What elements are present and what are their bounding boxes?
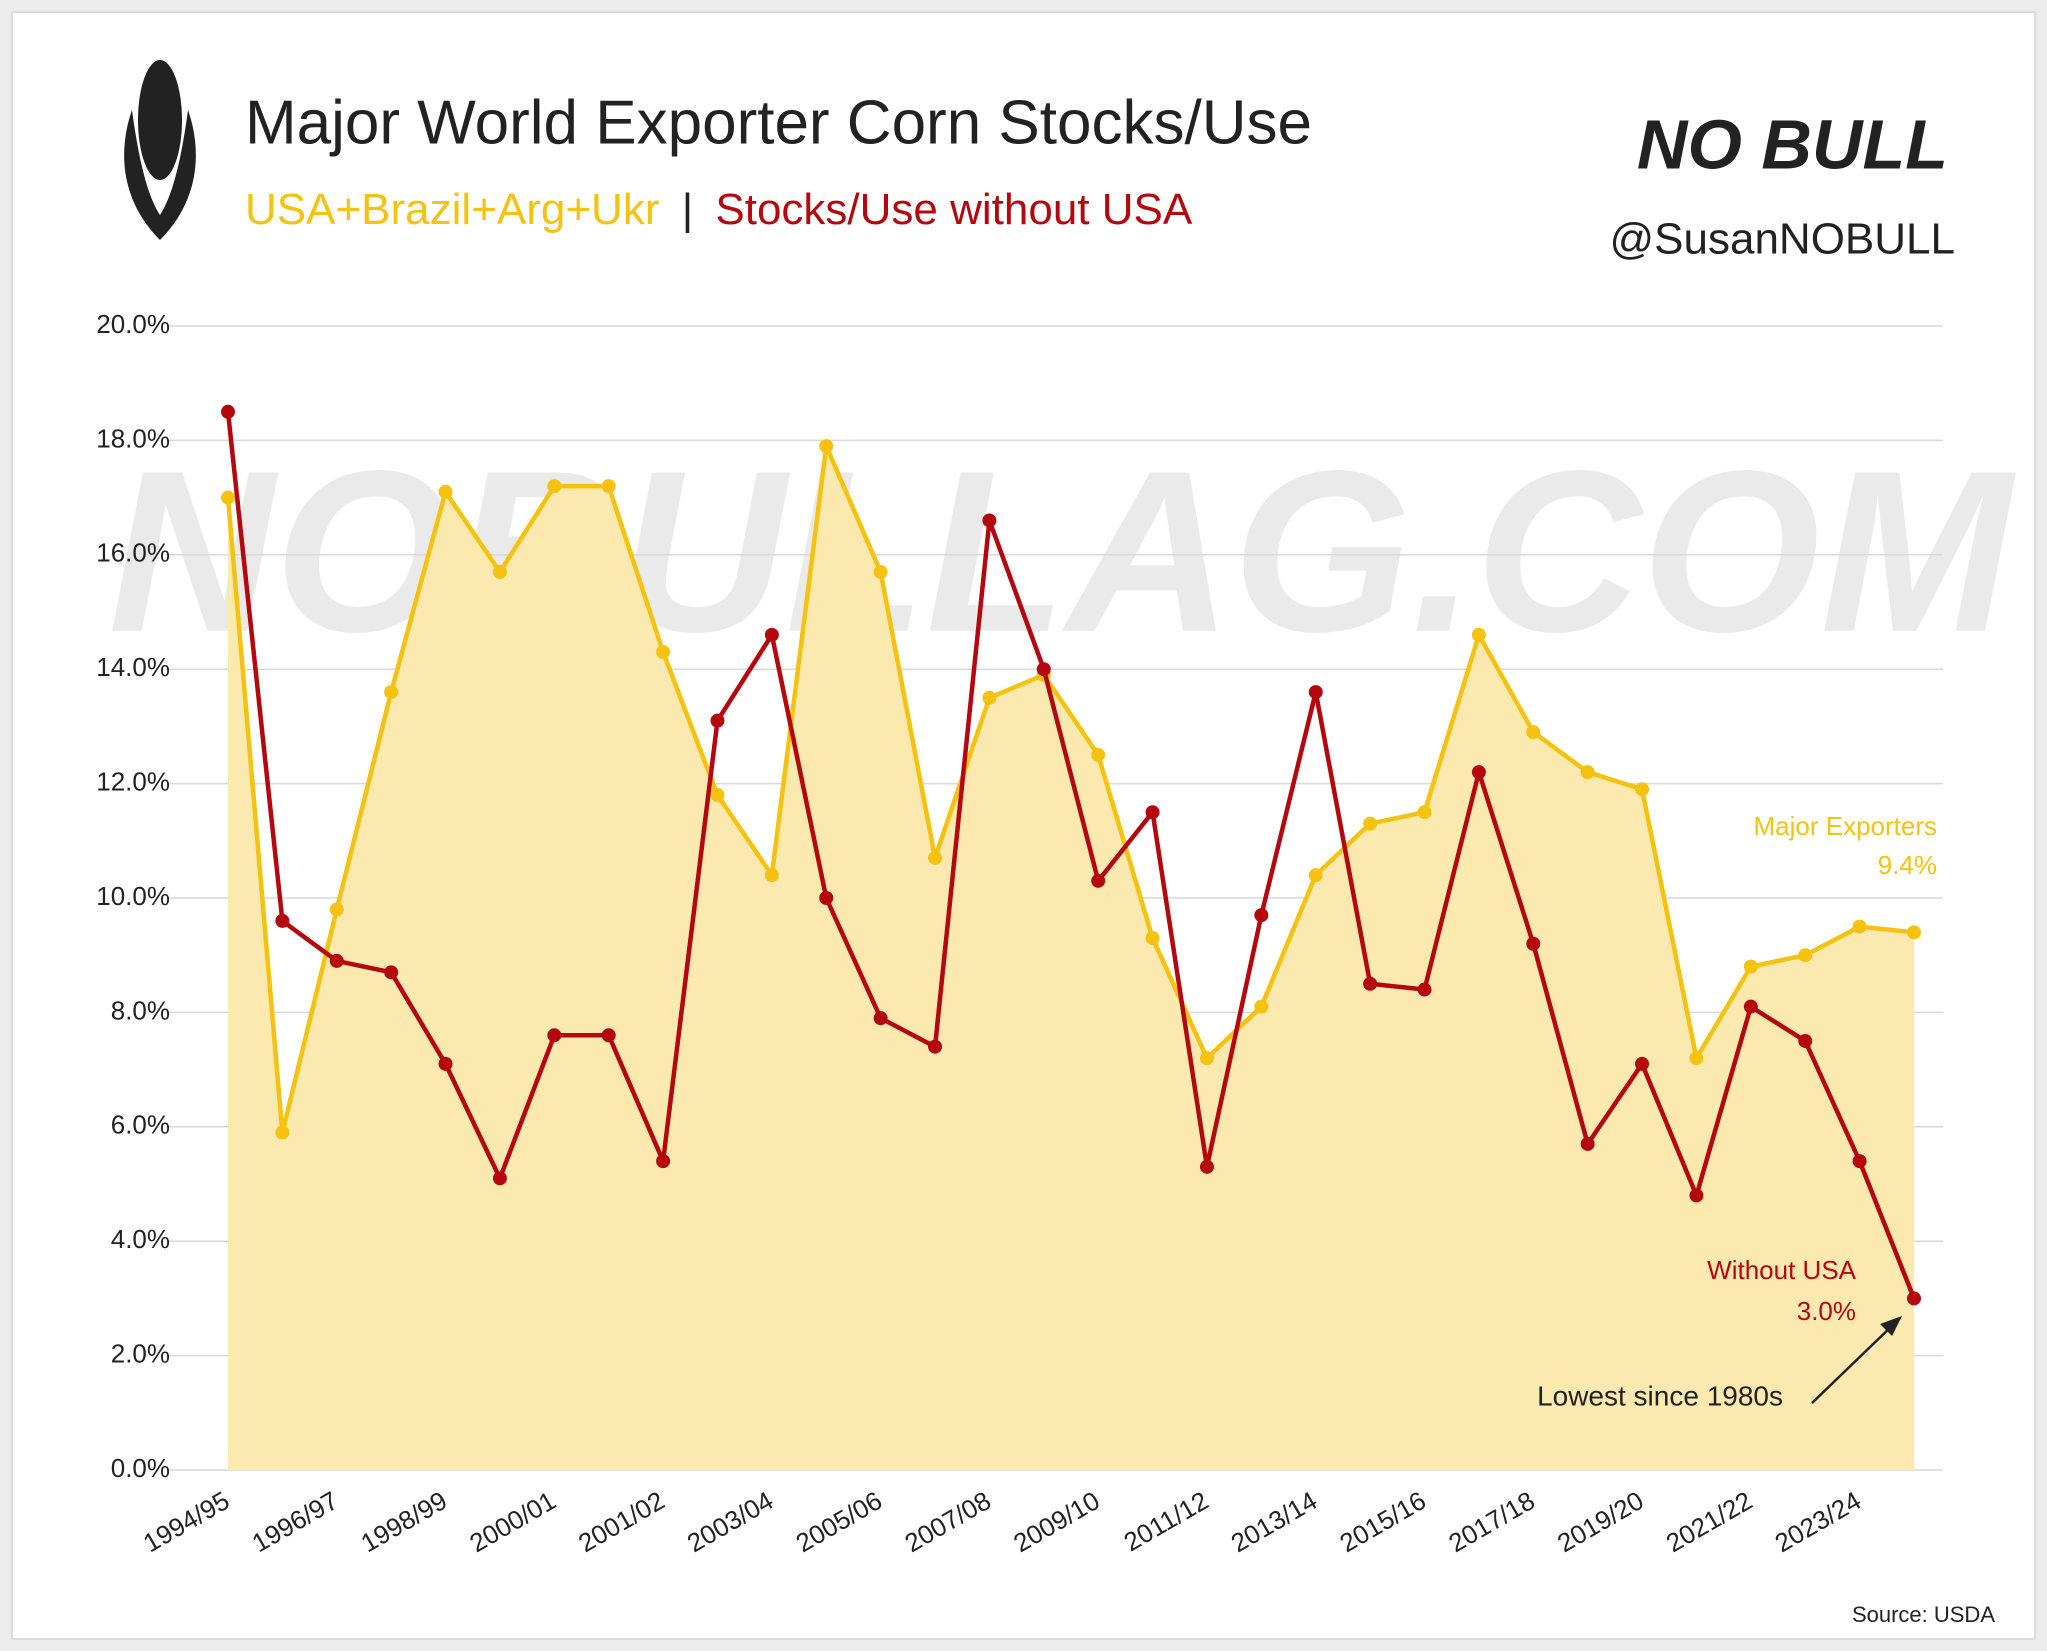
point	[873, 564, 888, 579]
point	[1798, 1034, 1813, 1048]
point	[1526, 936, 1541, 951]
point	[438, 484, 453, 499]
point	[764, 868, 779, 883]
point	[601, 1028, 616, 1043]
point	[1798, 948, 1813, 963]
point	[982, 513, 997, 528]
point	[819, 891, 834, 905]
y-tick-label: 20.0%	[96, 309, 170, 339]
point	[492, 1171, 507, 1186]
series-line	[225, 443, 1915, 1135]
corn-icon	[124, 60, 196, 240]
chart-title: Major World Exporter Corn Stocks/Use	[245, 88, 1312, 157]
point	[275, 1125, 290, 1140]
point	[1852, 919, 1867, 934]
point	[1689, 1051, 1704, 1066]
chart-subtitle: USA+Brazil+Arg+Ukr | Stocks/Use without …	[245, 185, 1193, 234]
point	[710, 788, 725, 803]
point	[1308, 868, 1323, 883]
point	[873, 1011, 888, 1026]
point	[438, 1056, 453, 1071]
plot	[167, 325, 1943, 1471]
value-label: 3.0%	[1797, 1296, 1856, 1326]
point	[221, 404, 235, 419]
point	[492, 564, 507, 579]
value-label: 9.4%	[1878, 850, 1937, 880]
point	[1580, 765, 1595, 780]
point	[1907, 1291, 1921, 1306]
point	[656, 1154, 671, 1169]
subtitle-part: Stocks/Use without USA	[715, 185, 1192, 234]
point	[1907, 925, 1921, 940]
point	[1363, 816, 1378, 831]
point	[1199, 1159, 1214, 1174]
point	[1526, 725, 1541, 740]
point	[764, 627, 779, 642]
point	[384, 965, 399, 980]
point	[928, 1039, 943, 1054]
point	[1036, 662, 1051, 677]
point	[1635, 782, 1650, 797]
series-line	[225, 411, 1917, 1300]
point	[1091, 873, 1106, 888]
y-tick-label: 10.0%	[96, 881, 170, 911]
point	[1145, 931, 1160, 946]
point	[329, 902, 344, 917]
y-tick-label: 18.0%	[96, 423, 170, 453]
point	[1145, 805, 1160, 820]
point	[656, 645, 671, 660]
point	[329, 953, 344, 968]
area	[228, 446, 1914, 1470]
y-tick-label: 0.0%	[111, 1453, 170, 1483]
point	[384, 685, 399, 700]
point	[221, 490, 235, 505]
y-tick-label: 6.0%	[111, 1110, 170, 1140]
point	[1308, 685, 1323, 700]
point	[1689, 1188, 1704, 1203]
legend-label: Major Exporters	[1754, 811, 1938, 841]
point	[1417, 982, 1432, 997]
point	[1471, 627, 1486, 642]
annotation: Lowest since 1980s	[1537, 1380, 1783, 1411]
source: Source: USDA	[1852, 1602, 1995, 1627]
subtitle-part: USA+Brazil+Arg+Ukr	[245, 185, 659, 234]
point	[1852, 1154, 1867, 1169]
y-tick-label: 4.0%	[111, 1224, 170, 1254]
y-tick-label: 8.0%	[111, 995, 170, 1025]
point	[275, 913, 290, 928]
point	[1417, 805, 1432, 820]
point	[982, 690, 997, 705]
point	[1471, 765, 1486, 780]
point	[928, 850, 943, 865]
y-tick-label: 2.0%	[111, 1338, 170, 1368]
point	[710, 713, 725, 728]
legend-label: Without USA	[1707, 1255, 1856, 1285]
point	[1091, 748, 1106, 762]
watermark: NOBULLAG.COM	[108, 423, 2016, 680]
y-tick-label: 14.0%	[96, 652, 170, 682]
point	[1743, 959, 1758, 974]
point	[1635, 1056, 1650, 1071]
arrow	[1811, 1316, 1902, 1404]
point	[1363, 976, 1378, 991]
point	[601, 479, 616, 494]
y-tick-label: 16.0%	[96, 538, 170, 568]
point	[819, 439, 834, 454]
point	[547, 1028, 562, 1043]
point	[547, 479, 562, 494]
point	[1580, 1136, 1595, 1151]
point	[1199, 1051, 1214, 1066]
point	[1254, 908, 1269, 923]
logo: NO BULL	[1637, 105, 1948, 183]
point	[1254, 999, 1269, 1014]
handle: @SusanNOBULL	[1610, 215, 1956, 264]
y-tick-label: 12.0%	[96, 766, 170, 796]
point	[1743, 999, 1758, 1014]
subtitle-separator: |	[682, 185, 693, 234]
